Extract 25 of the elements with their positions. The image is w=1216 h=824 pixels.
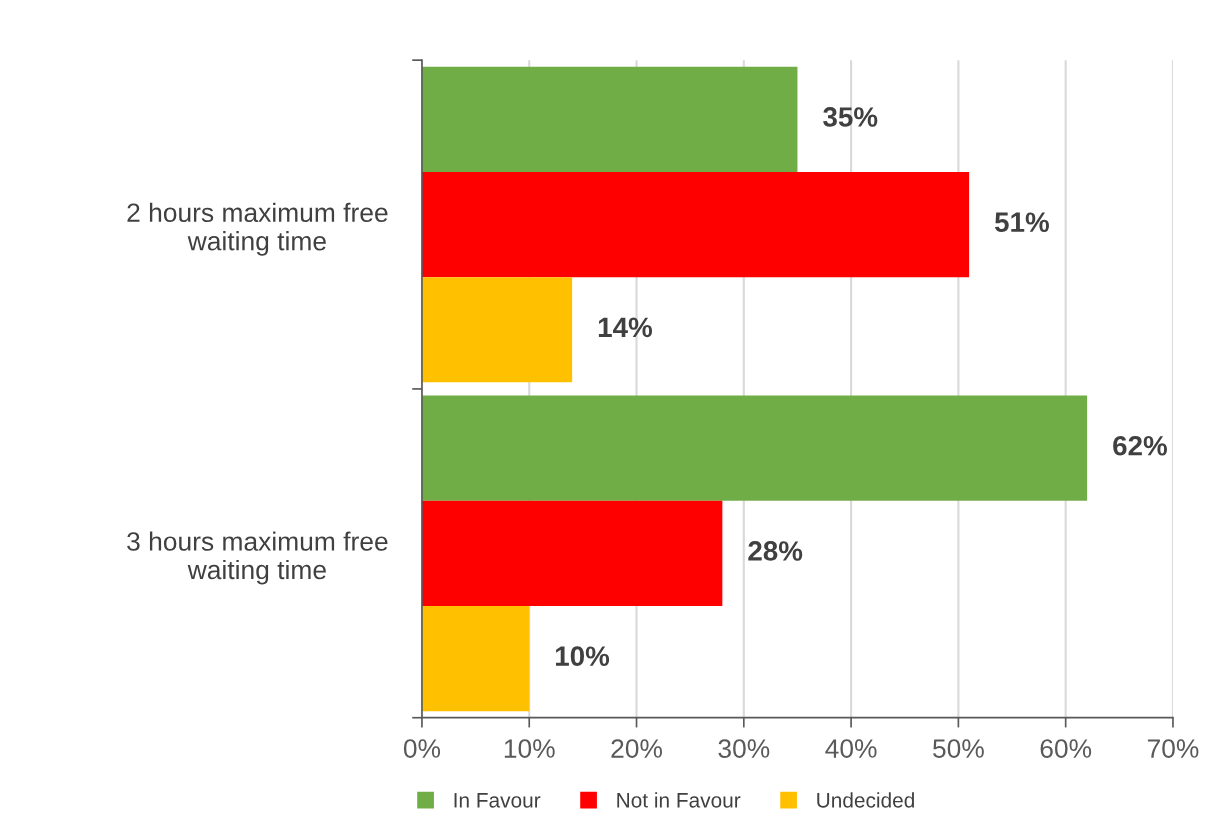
data-label: 28% — [748, 541, 803, 561]
x-tick-label: 20% — [611, 739, 662, 758]
data-label: 10% — [555, 646, 610, 666]
bar — [421, 500, 723, 606]
data-label: 51% — [994, 212, 1049, 232]
bar — [421, 395, 1088, 501]
bar — [421, 277, 573, 383]
x-tick-label: 0% — [403, 739, 441, 758]
bar — [421, 66, 798, 172]
bar — [421, 171, 970, 278]
x-tick-label: 50% — [933, 739, 984, 758]
data-label: 14% — [598, 317, 653, 338]
legend-label: In Favour — [454, 793, 541, 808]
legend-label: Undecided — [817, 792, 914, 808]
x-tick-label: 10% — [504, 739, 555, 758]
y-tick-label: 2 hours maximum free waiting time — [127, 202, 388, 256]
x-tick-label: 30% — [718, 739, 770, 758]
x-tick-label: 70% — [1147, 739, 1199, 758]
x-tick-label: 60% — [1040, 739, 1092, 758]
x-tick-label: 40% — [825, 739, 877, 758]
data-label: 62% — [1113, 435, 1167, 456]
y-tick-label: 3 hours maximum free waiting time — [127, 531, 388, 585]
legend-label: Not in Favour — [617, 792, 741, 808]
data-label: 35% — [823, 107, 878, 127]
bar — [421, 605, 530, 712]
